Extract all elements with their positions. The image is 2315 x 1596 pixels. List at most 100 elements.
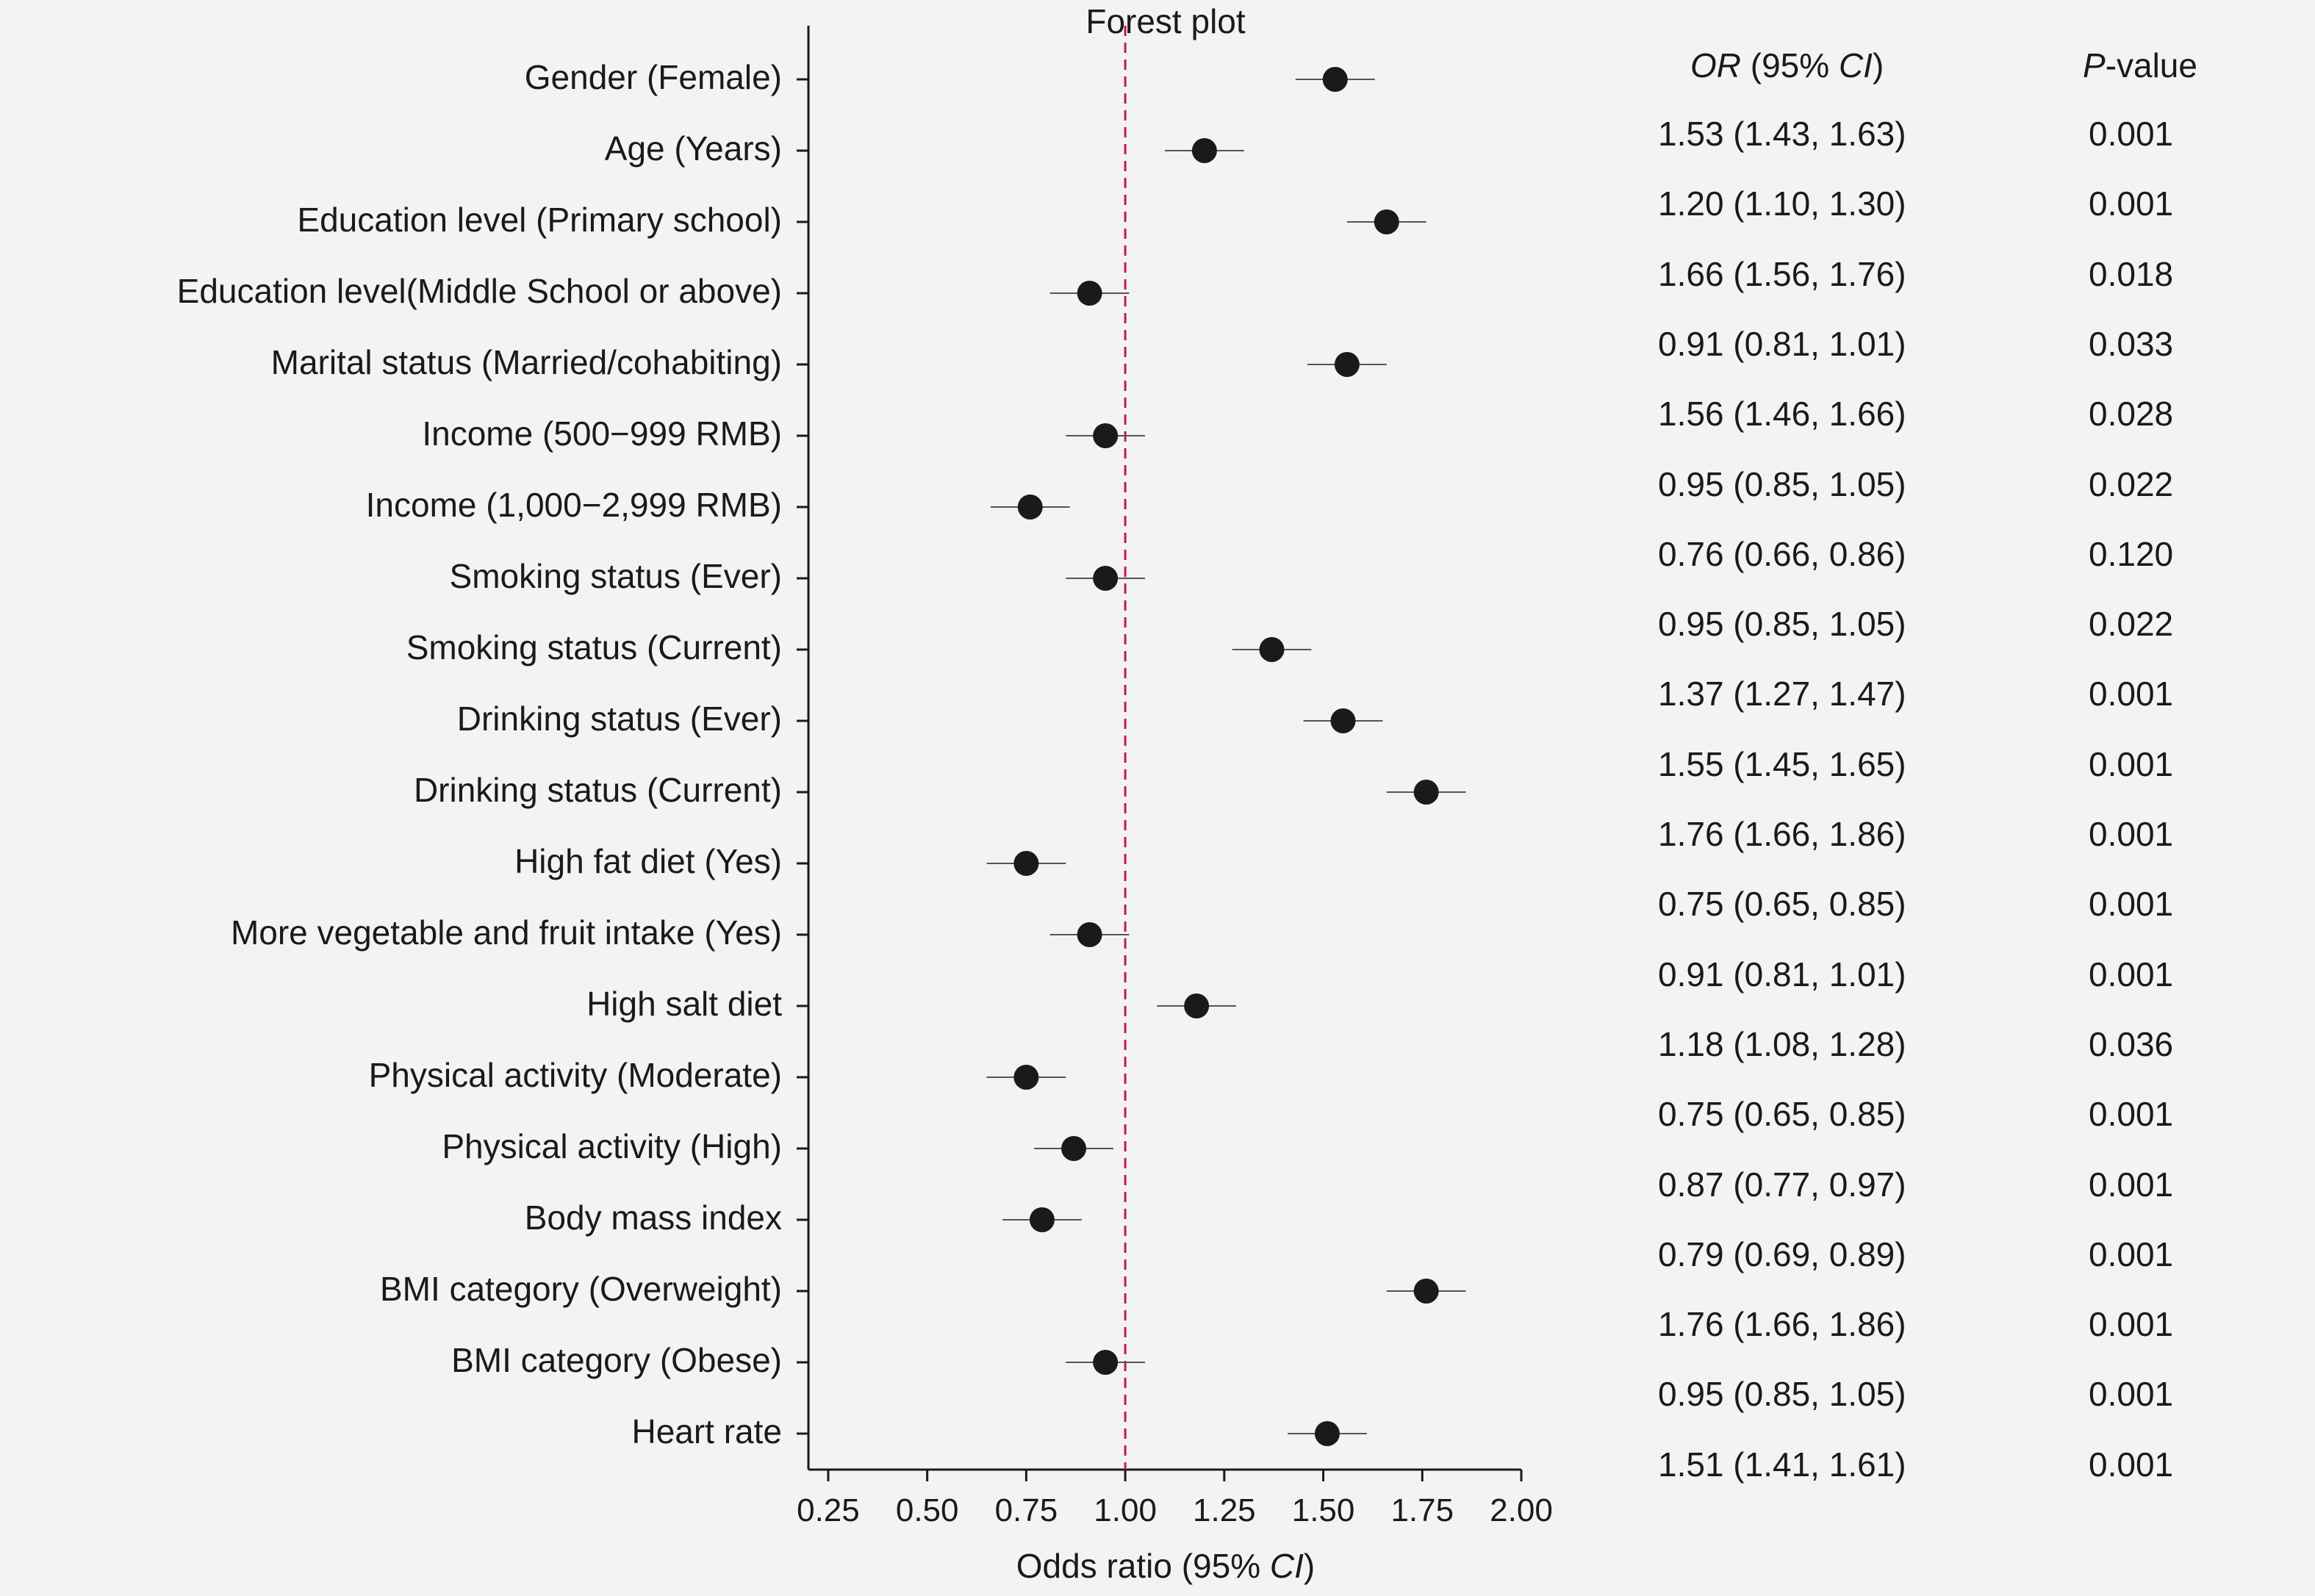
x-tick-label: 2.00 <box>1490 1492 1553 1528</box>
or-value-text: 1.20 (1.10, 1.30) <box>1658 184 1906 223</box>
or-header-or: OR <box>1690 46 1741 85</box>
or-value-text: 1.55 (1.45, 1.65) <box>1658 744 1906 783</box>
category-label: Gender (Female) <box>524 58 782 96</box>
category-label: Marital status (Married/cohabiting) <box>270 343 782 381</box>
p-value-text: 0.001 <box>2089 955 2174 993</box>
category-label: Body mass index <box>524 1198 782 1237</box>
p-value-text: 0.022 <box>2089 605 2174 644</box>
or-value-text: 0.95 (0.85, 1.05) <box>1658 1375 1906 1414</box>
odds-ratio-point <box>1013 1065 1039 1090</box>
category-label: Physical activity (High) <box>442 1127 782 1165</box>
category-label: Physical activity (Moderate) <box>368 1056 782 1094</box>
category-label: More vegetable and fruit intake (Yes) <box>230 913 782 952</box>
p-header-p: P <box>2083 46 2106 85</box>
or-value-text: 0.95 (0.85, 1.05) <box>1658 464 1906 503</box>
odds-ratio-point <box>1191 138 1217 163</box>
odds-ratio-point <box>1330 708 1356 733</box>
category-label: Heart rate <box>631 1412 782 1451</box>
p-value-text: 0.036 <box>2089 1024 2174 1063</box>
odds-ratio-point <box>1184 993 1210 1018</box>
chart-title: Forest plot <box>1085 2 1246 40</box>
or-header-mid: (95% <box>1741 46 1839 85</box>
odds-ratio-point <box>1093 566 1119 591</box>
p-value-column-header: P-value <box>2083 46 2197 85</box>
or-value-text: 1.66 (1.56, 1.76) <box>1658 254 1906 293</box>
category-label: High fat diet (Yes) <box>514 842 782 880</box>
category-label: Education level (Primary school) <box>297 201 782 239</box>
p-value-text: 0.001 <box>2089 1165 2174 1204</box>
or-value-text: 0.76 (0.66, 0.86) <box>1658 534 1906 573</box>
p-value-text: 0.028 <box>2089 395 2174 434</box>
or-value-text: 0.91 (0.81, 1.01) <box>1658 955 1906 993</box>
p-value-text: 0.001 <box>2089 1095 2174 1134</box>
x-tick-label: 0.25 <box>797 1492 860 1528</box>
p-value-text: 0.001 <box>2089 885 2174 924</box>
or-value-text: 1.53 (1.43, 1.63) <box>1658 115 1906 153</box>
category-label: Age (Years) <box>604 129 782 168</box>
p-value-text: 0.001 <box>2089 184 2174 223</box>
odds-ratio-point <box>1061 1136 1087 1161</box>
odds-ratio-point <box>1013 851 1039 876</box>
category-label: BMI category (Overweight) <box>379 1270 782 1308</box>
or-value-text: 0.91 (0.81, 1.01) <box>1658 324 1906 363</box>
p-value-text: 0.120 <box>2089 534 2174 573</box>
odds-ratio-point <box>1334 352 1360 377</box>
or-value-text: 1.37 (1.27, 1.47) <box>1658 675 1906 713</box>
or-value-text: 1.76 (1.66, 1.86) <box>1658 1305 1906 1344</box>
or-value-text: 1.18 (1.08, 1.28) <box>1658 1024 1906 1063</box>
odds-ratio-point <box>1322 67 1348 92</box>
category-label: Income (1,000−2,999 RMB) <box>365 486 782 524</box>
or-value-text: 1.51 (1.41, 1.61) <box>1658 1445 1906 1484</box>
p-header-rest: -value <box>2105 46 2197 85</box>
or-value-text: 0.75 (0.65, 0.85) <box>1658 885 1906 924</box>
x-tick-label: 1.00 <box>1094 1492 1157 1528</box>
or-value-text: 0.87 (0.77, 0.97) <box>1658 1165 1906 1204</box>
x-axis-label-ci: CI <box>1269 1547 1304 1585</box>
p-value-text: 0.001 <box>2089 815 2174 853</box>
odds-ratio-point <box>1077 922 1102 947</box>
p-value-text: 0.001 <box>2089 675 2174 713</box>
x-tick-label: 1.50 <box>1292 1492 1355 1528</box>
or-header-end: ) <box>1872 46 1884 85</box>
or-value-text: 0.75 (0.65, 0.85) <box>1658 1095 1906 1134</box>
odds-ratio-point <box>1093 1350 1119 1375</box>
odds-ratio-point <box>1314 1421 1340 1446</box>
or-value-text: 0.95 (0.85, 1.05) <box>1658 605 1906 644</box>
p-value-text: 0.001 <box>2089 1305 2174 1344</box>
odds-ratio-point <box>1413 780 1439 805</box>
odds-ratio-point <box>1413 1279 1439 1304</box>
category-label: Income (500−999 RMB) <box>422 414 782 453</box>
or-value-text: 1.76 (1.66, 1.86) <box>1658 815 1906 853</box>
x-axis-label: Odds ratio (95% CI) <box>835 1546 1496 1586</box>
category-label: Smoking status (Ever) <box>449 557 782 595</box>
odds-ratio-point <box>1259 637 1285 662</box>
p-value-text: 0.018 <box>2089 254 2174 293</box>
odds-ratio-point <box>1029 1207 1055 1232</box>
category-label: Drinking status (Ever) <box>456 700 782 738</box>
odds-ratio-point <box>1077 281 1102 306</box>
p-value-text: 0.001 <box>2089 1445 2174 1484</box>
x-tick-label: 0.50 <box>896 1492 959 1528</box>
or-value-text: 0.79 (0.69, 0.89) <box>1658 1234 1906 1273</box>
p-value-text: 0.001 <box>2089 744 2174 783</box>
p-value-text: 0.033 <box>2089 324 2174 363</box>
p-value-text: 0.022 <box>2089 464 2174 503</box>
x-tick-label: 1.25 <box>1193 1492 1256 1528</box>
p-value-text: 0.001 <box>2089 1234 2174 1273</box>
p-value-text: 0.001 <box>2089 115 2174 153</box>
or-header-ci: CI <box>1838 46 1873 85</box>
odds-ratio-point <box>1093 423 1119 448</box>
x-axis-label-main: Odds ratio (95% <box>1016 1547 1270 1585</box>
x-tick-label: 1.75 <box>1390 1492 1454 1528</box>
category-label: Drinking status (Current) <box>413 771 782 809</box>
x-axis-label-end: ) <box>1303 1547 1316 1585</box>
category-label: Education level(Middle School or above) <box>176 272 782 310</box>
odds-ratio-point <box>1017 495 1043 520</box>
category-label: BMI category (Obese) <box>451 1341 782 1379</box>
category-label: Smoking status (Current) <box>406 628 782 666</box>
p-value-text: 0.001 <box>2089 1375 2174 1414</box>
odds-ratio-point <box>1374 209 1399 234</box>
x-tick-label: 0.75 <box>995 1492 1058 1528</box>
